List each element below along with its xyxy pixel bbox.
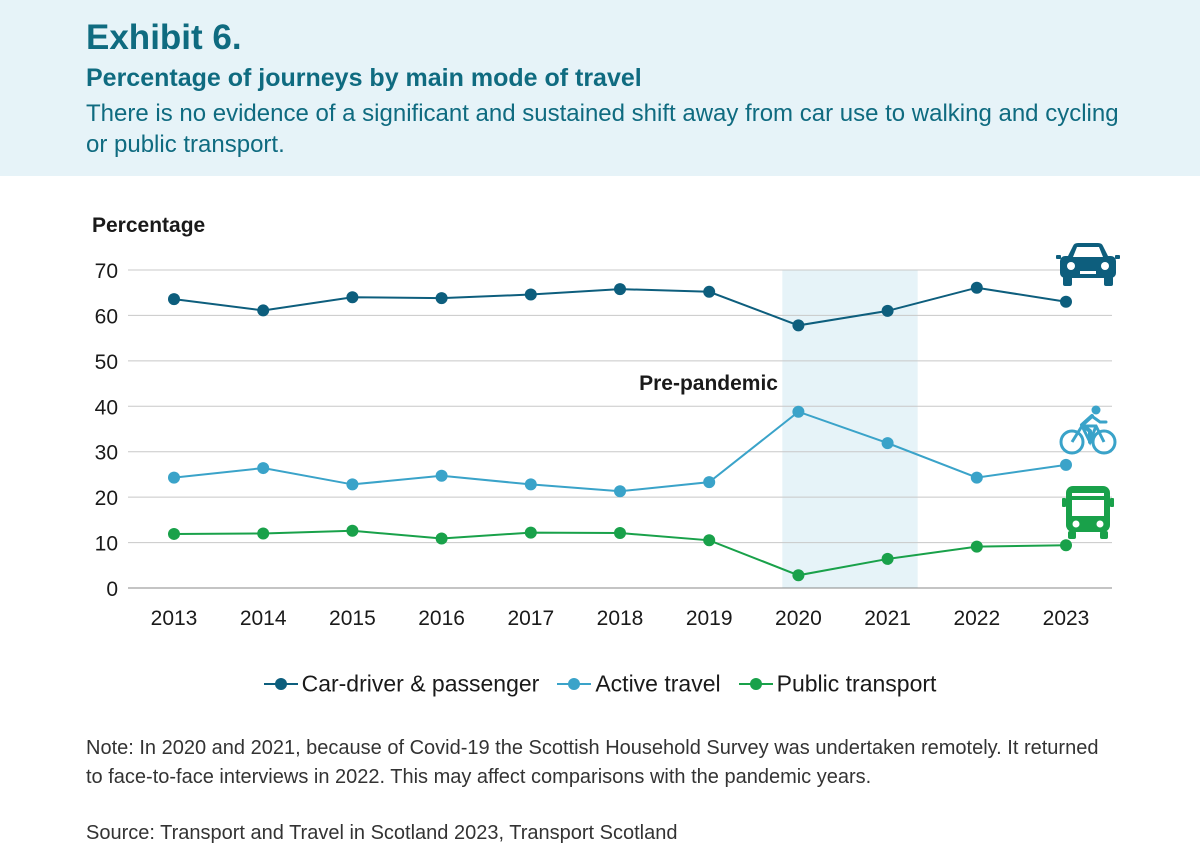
series-lines [168,281,1072,582]
y-axis-label: Percentage [92,214,205,237]
data-point [970,281,983,294]
y-tick-label: 50 [95,351,118,374]
data-point [346,478,359,491]
legend-marker [263,677,298,690]
data-point [1060,539,1072,552]
data-point [524,526,537,539]
legend-item: Public transport [738,669,937,697]
chart-title: Percentage of journeys by main mode of t… [86,64,642,92]
data-point [970,540,983,553]
bus-icon [1062,486,1114,539]
data-point [168,527,180,540]
y-tick-label: 60 [95,305,118,328]
data-point [168,293,180,306]
x-axis-ticks: 2013 2014 2015 2016 2017 2018 2019 2020 2021 2022… [151,607,1090,630]
y-tick-label: 20 [95,487,118,510]
legend-item: Car-driver & passenger [263,669,540,697]
data-point [435,532,448,545]
legend-label: Active travel [595,670,721,697]
x-tick-label: 2016 [418,607,465,630]
header-panel: Exhibit 6. Percentage of journeys by mai… [0,0,1200,176]
gridlines [128,269,1112,589]
x-tick-label: 2015 [329,607,376,630]
y-tick-label: 10 [95,533,118,556]
x-tick-label: 2023 [1043,607,1090,630]
data-point [1060,458,1072,471]
data-point [614,485,626,498]
data-point [168,471,180,484]
x-tick-label: 2018 [597,607,644,630]
data-point [257,462,270,475]
data-point [1060,295,1072,308]
x-tick-label: 2013 [151,607,198,630]
data-point [435,469,448,482]
x-tick-label: 2017 [507,607,554,630]
data-point [257,304,270,317]
bicycle-icon [1059,405,1117,455]
data-point [881,437,894,450]
chart-subtitle: There is no evidence of a significant an… [86,100,1119,158]
legend-label: Public transport [776,670,937,697]
legend-label: Car-driver & passenger [301,670,540,697]
data-point [346,524,359,537]
series-icons [1056,243,1120,539]
data-point [614,527,626,540]
data-point [524,288,537,301]
data-point [703,476,716,489]
data-point [703,534,716,547]
y-tick-label: 0 [106,578,118,601]
source-text: Source: Transport and Travel in Scotland… [86,822,678,844]
annotation-pre-pandemic: Pre-pandemic [639,372,778,395]
line-chart: 0 10 20 30 40 50 60 70 2013 2014 2015 2016 2017 2018… [92,214,1120,630]
footnote: Note: In 2020 and 2021, because of Covid… [86,737,1099,788]
legend: Car-driver & passenger Active travel Publi… [0,668,1200,697]
data-point [614,283,626,296]
data-point [792,405,805,418]
exhibit-label: Exhibit 6. [86,18,242,57]
x-tick-label: 2014 [240,607,287,630]
data-point [792,569,805,582]
data-point [881,304,894,317]
legend-item: Active travel [557,669,721,697]
y-tick-label: 70 [95,260,118,283]
x-tick-label: 2021 [864,607,911,630]
data-point [703,285,716,298]
data-point [792,319,805,332]
data-point [881,552,894,565]
x-tick-label: 2020 [775,607,822,630]
legend-marker [738,677,773,690]
y-axis-ticks: 0 10 20 30 40 50 60 70 [95,260,118,601]
y-tick-label: 40 [95,396,118,419]
data-point [524,478,537,491]
data-point [435,292,448,305]
x-tick-label: 2022 [953,607,1000,630]
y-tick-label: 30 [95,442,118,465]
data-point [257,527,270,540]
car-icon [1056,243,1120,286]
data-point [970,471,983,484]
x-tick-label: 2019 [686,607,733,630]
data-point [346,291,359,304]
legend-marker [557,677,592,690]
